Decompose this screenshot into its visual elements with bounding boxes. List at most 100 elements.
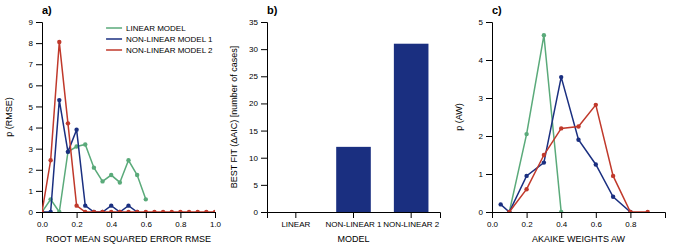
- tick-label: 20: [249, 99, 258, 108]
- tick: 1: [29, 187, 42, 196]
- tick: 0.0: [487, 212, 499, 229]
- tick: 4: [479, 56, 492, 65]
- x-axis-title: AKAIKE WEIGHTS AW: [532, 234, 626, 244]
- point: [109, 203, 113, 207]
- tick-label: 5: [29, 103, 34, 112]
- tick-mark: [36, 212, 42, 213]
- point: [100, 210, 104, 212]
- panel: 01234567890.00.20.40.60.81.0a)ROOT MEAN …: [4, 4, 222, 244]
- tick-mark: [295, 212, 296, 218]
- tick: 0: [29, 208, 42, 217]
- tick-mark: [261, 185, 267, 186]
- tick-mark: [36, 170, 42, 171]
- point: [576, 138, 580, 142]
- tick-mark: [36, 149, 42, 150]
- point: [213, 210, 215, 212]
- point: [559, 75, 563, 79]
- axis-line: [493, 213, 666, 219]
- tick-mark: [486, 174, 492, 175]
- tick-label: NON-LINEAR 1: [325, 220, 382, 229]
- point: [57, 40, 61, 44]
- point: [57, 210, 61, 212]
- point: [542, 33, 546, 37]
- point: [542, 153, 546, 157]
- tick-label: 0.2: [522, 220, 534, 229]
- marks: [336, 44, 428, 212]
- legend-label: LINEAR MODEL: [126, 24, 186, 33]
- tick-label: 30: [249, 45, 258, 54]
- legend-item: NON-LINEAR MODEL 1: [106, 35, 213, 44]
- tick-label: 0: [254, 208, 259, 217]
- tick-label: 2: [29, 166, 34, 175]
- tick-mark: [36, 191, 42, 192]
- tick-label: 5: [479, 18, 484, 27]
- line: [509, 105, 647, 212]
- bar: [279, 212, 314, 213]
- tick-mark: [261, 22, 267, 23]
- tick-label: 0.6: [141, 220, 153, 229]
- point: [135, 210, 139, 212]
- y-axis-title: p (AW): [454, 103, 464, 131]
- tick: 4: [29, 124, 42, 133]
- line: [42, 144, 146, 212]
- tick-mark: [36, 22, 42, 23]
- bar: [336, 147, 371, 212]
- y-axis-title: p (RMSE): [4, 97, 14, 137]
- axis-line: [268, 213, 441, 219]
- tick-mark: [486, 136, 492, 137]
- tick: 8: [29, 39, 42, 48]
- marks: [498, 33, 649, 212]
- point: [42, 210, 44, 212]
- point: [144, 197, 148, 201]
- tick: 2: [479, 132, 492, 141]
- tick-mark: [42, 212, 43, 218]
- tick: 0.0: [37, 212, 49, 229]
- tick-label: 4: [29, 124, 34, 133]
- tick-mark: [77, 212, 78, 218]
- tick-label: 6: [29, 81, 34, 90]
- point: [118, 210, 122, 212]
- plot-area: 01234567890.00.20.40.60.81.0a)ROOT MEAN …: [4, 4, 222, 244]
- point: [126, 158, 130, 162]
- y-axis-title: BEST FIT (ΔAIC) [number of cases]: [229, 46, 239, 189]
- tick-mark: [486, 212, 492, 213]
- tick-mark: [261, 212, 267, 213]
- tick-mark: [486, 22, 492, 23]
- tick-label: 2: [479, 132, 484, 141]
- point: [66, 121, 70, 125]
- legend-label: NON-LINEAR MODEL 1: [126, 35, 213, 44]
- tick: 0.8: [175, 212, 187, 229]
- tick-label: LINEAR: [281, 220, 310, 229]
- tick-mark: [36, 106, 42, 107]
- point: [135, 173, 139, 177]
- tick: 1: [479, 170, 492, 179]
- tick-mark: [630, 212, 631, 218]
- tick-mark: [353, 212, 354, 218]
- tick-label: 0.6: [591, 220, 603, 229]
- panel: 0123450.00.20.40.60.8c)AKAIKE WEIGHTS AW…: [454, 4, 666, 244]
- tick: 20: [249, 99, 267, 108]
- x-axis: 0.00.20.40.60.81.0: [37, 212, 222, 229]
- tick-mark: [146, 212, 147, 218]
- tick-label: 3: [479, 94, 484, 103]
- tick-label: 0.2: [72, 220, 84, 229]
- point: [83, 210, 87, 212]
- tick: NON-LINEAR 2: [383, 212, 440, 229]
- point: [576, 124, 580, 128]
- tick: 0: [254, 208, 267, 217]
- tick: 0.8: [625, 212, 637, 229]
- point: [524, 187, 528, 191]
- panel: 05101520253035LINEARNON-LINEAR 1NON-LINE…: [229, 4, 441, 244]
- point: [507, 210, 511, 212]
- plot-area: 05101520253035LINEARNON-LINEAR 1NON-LINE…: [229, 4, 441, 244]
- legend-swatch: [106, 49, 122, 51]
- tick-mark: [492, 212, 493, 218]
- x-axis-title: ROOT MEAN SQUARED ERROR RMSE: [46, 234, 211, 244]
- tick-mark: [596, 212, 597, 218]
- tick-mark: [36, 64, 42, 65]
- point: [100, 179, 104, 183]
- tick: 0.2: [522, 212, 534, 229]
- point: [42, 210, 44, 212]
- plot-area: 0123450.00.20.40.60.8c)AKAIKE WEIGHTS AW…: [454, 4, 666, 244]
- title: b): [267, 4, 278, 16]
